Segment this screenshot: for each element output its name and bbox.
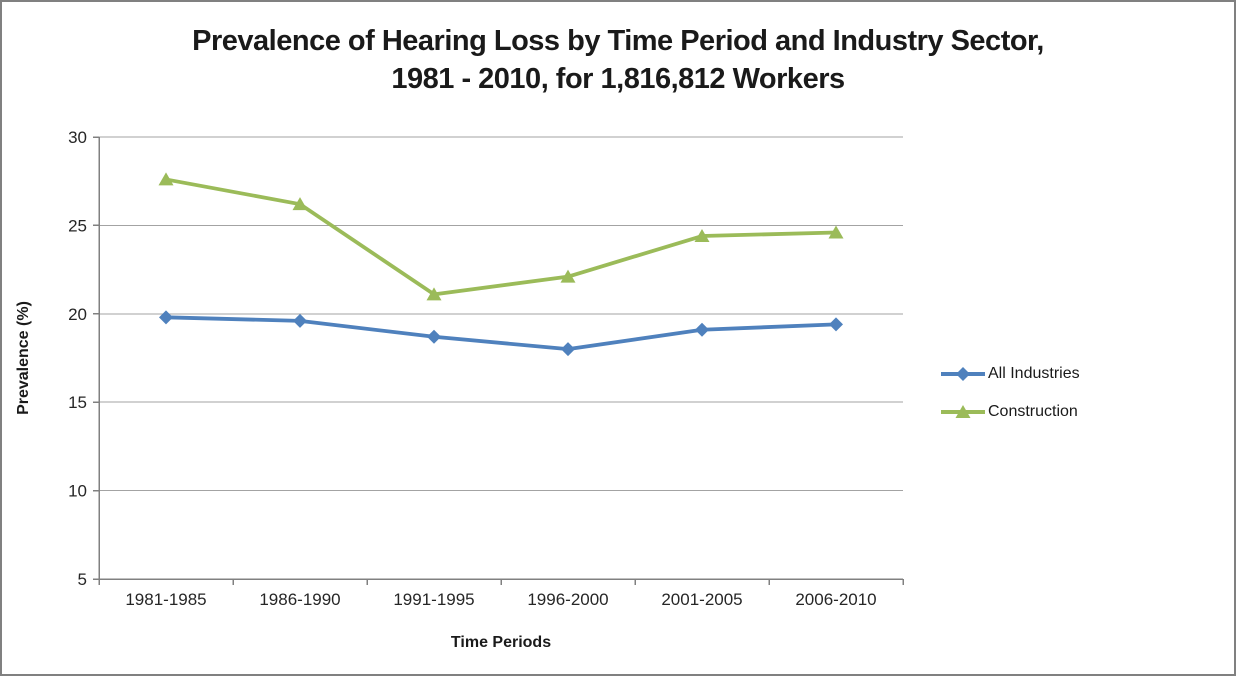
all-industries-marker [293,313,307,328]
construction-marker [694,229,710,243]
all-industries-marker [695,322,709,337]
construction-marker [426,287,442,301]
x-tick-label: 2006-2010 [795,590,876,609]
y-tick-label: 30 [68,128,87,147]
legend-marker [956,367,970,381]
x-axis-title: Time Periods [450,634,552,651]
all-industries-marker [159,310,173,325]
y-axis-title: Prevalence (%) [15,301,32,415]
x-tick-label: 1986-1990 [259,590,340,609]
all-industries-marker [427,329,441,344]
legend-label-all-industries: All Industries [988,365,1080,382]
all-industries-marker [561,342,575,357]
x-tick-label: 1981-1985 [125,590,206,609]
construction-line [164,177,838,297]
y-tick-label: 10 [68,482,87,501]
all-industries-line-marker-icon [941,367,985,381]
construction-line-marker-icon [941,405,985,418]
all-industries-marker [829,317,843,332]
x-tick-label: 1991-1995 [393,590,474,609]
chart-title: Prevalence of Hearing Loss by Time Perio… [2,22,1234,98]
construction-marker [560,269,576,283]
y-tick-label: 15 [68,393,87,412]
legend-marker [955,405,971,418]
y-tick-label: 25 [68,216,87,235]
x-tick-label: 1996-2000 [527,590,608,609]
x-tick-label: 2001-2005 [661,590,742,609]
legend-entry-all-industries: All Industries [940,365,1080,383]
construction-marker [828,225,844,239]
all-industries-line [164,315,838,352]
construction-marker [292,197,308,211]
legend-label-construction: Construction [988,403,1078,420]
y-tick-label: 20 [68,305,87,324]
chart-title-line1: Prevalence of Hearing Loss by Time Perio… [192,25,1044,57]
construction-marker [158,172,174,186]
chart-title-line2: 1981 - 2010, for 1,816,812 Workers [391,63,845,95]
y-tick-label: 5 [78,570,87,589]
chart-legend: All Industries Construction [940,365,1080,441]
legend-entry-construction: Construction [940,403,1080,421]
